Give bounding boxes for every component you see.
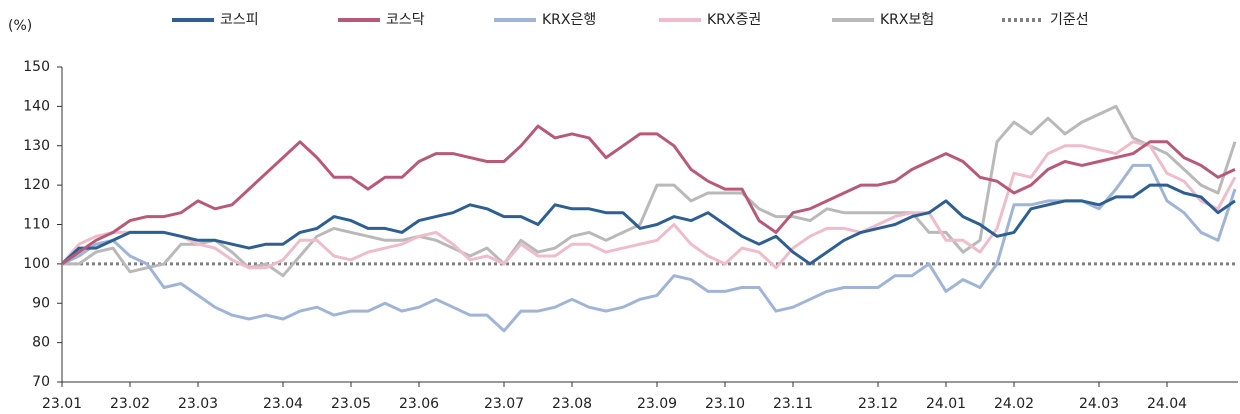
x-tick-label: 23.12 <box>858 396 898 412</box>
y-tick-label: 80 <box>32 335 50 351</box>
series-line <box>61 163 1237 333</box>
x-tick-label: 23.09 <box>637 396 677 412</box>
y-tick-label: 110 <box>23 217 50 233</box>
legend-label: 기준선 <box>1050 12 1089 28</box>
x-tick-label: 23.05 <box>331 396 371 412</box>
y-tick-label: 140 <box>23 98 50 114</box>
series-line <box>60 140 1237 270</box>
x-tick-label: 24.02 <box>994 396 1034 412</box>
x-tick-label: 23.03 <box>178 396 218 412</box>
series-line <box>60 183 1236 266</box>
x-tick-label: 23.07 <box>484 396 524 412</box>
y-tick-label: 120 <box>23 177 50 193</box>
x-tick-label: 23.01 <box>42 396 82 412</box>
x-tick-label: 23.10 <box>705 396 745 412</box>
legend-label: KRX증권 <box>707 12 761 28</box>
x-tick-label: 23.11 <box>773 396 813 412</box>
x-tick-label: 24.01 <box>926 396 966 412</box>
y-tick-label: 150 <box>23 59 50 75</box>
y-axis-label: (%) <box>8 18 32 34</box>
x-tick-label: 24.04 <box>1147 396 1187 412</box>
y-tick-label: 90 <box>32 295 50 311</box>
legend-label: KRX보험 <box>880 12 934 28</box>
legend-label: 코스피 <box>220 12 259 28</box>
x-tick-label: 23.06 <box>399 396 439 412</box>
x-tick-label: 24.03 <box>1079 396 1119 412</box>
x-tick-label: 23.08 <box>552 396 592 412</box>
x-tick-label: 23.04 <box>263 396 303 412</box>
x-tick-label: 23.02 <box>110 396 150 412</box>
series-line <box>61 124 1236 266</box>
y-tick-label: 130 <box>23 138 50 154</box>
legend-label: 코스닥 <box>386 12 425 28</box>
y-tick-label: 100 <box>23 256 50 272</box>
series-line <box>62 104 1237 278</box>
y-tick-label: 70 <box>32 374 50 390</box>
legend-label: KRX은행 <box>542 12 596 28</box>
